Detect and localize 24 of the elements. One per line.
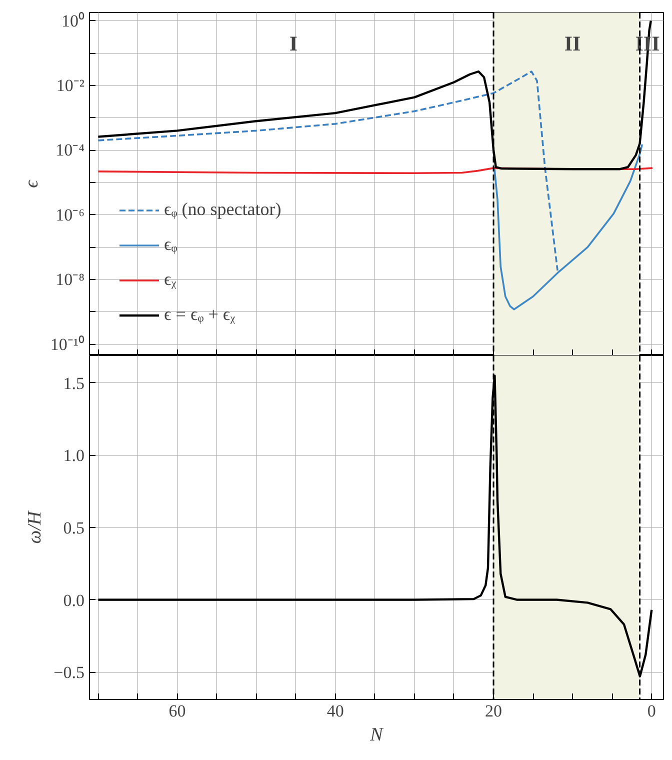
x-tick-label: 60 [168,702,186,720]
y-tick-label: 1.5 [63,374,84,393]
legend-label: ϵᵪ [164,269,178,290]
y-tick-label: 1.0 [63,446,84,466]
legend-label: ϵ = ϵᵩ + ϵᵪ [164,304,236,325]
x-tick-label: 20 [485,702,502,720]
y-tick-label: −0.5 [54,663,85,682]
y-tick-label: 10⁻² [56,76,85,95]
y-tick-label: 10⁰ [62,11,84,30]
legend-label: ϵᵩ [164,234,178,255]
x-tick-label: 40 [326,702,344,720]
y-tick-label: 10⁻⁴ [56,140,85,160]
y-tick-label: 10⁻¹⁰ [50,334,85,354]
legend-label: ϵᵩ (no spectator) [164,199,282,220]
y-tick-label: 10⁻⁶ [56,205,85,224]
annotation: II [564,32,581,56]
annotation: I [289,32,298,56]
y-axis-title: ϵ [21,178,42,188]
x-tick-label: 0 [647,702,656,720]
y-tick-label: 0.5 [63,518,84,538]
y-tick-label: 0.0 [63,590,84,610]
x-axis-title: N [369,724,384,746]
y-tick-label: 10⁻⁸ [56,270,85,290]
y-axis-title: ω/H [24,510,46,544]
